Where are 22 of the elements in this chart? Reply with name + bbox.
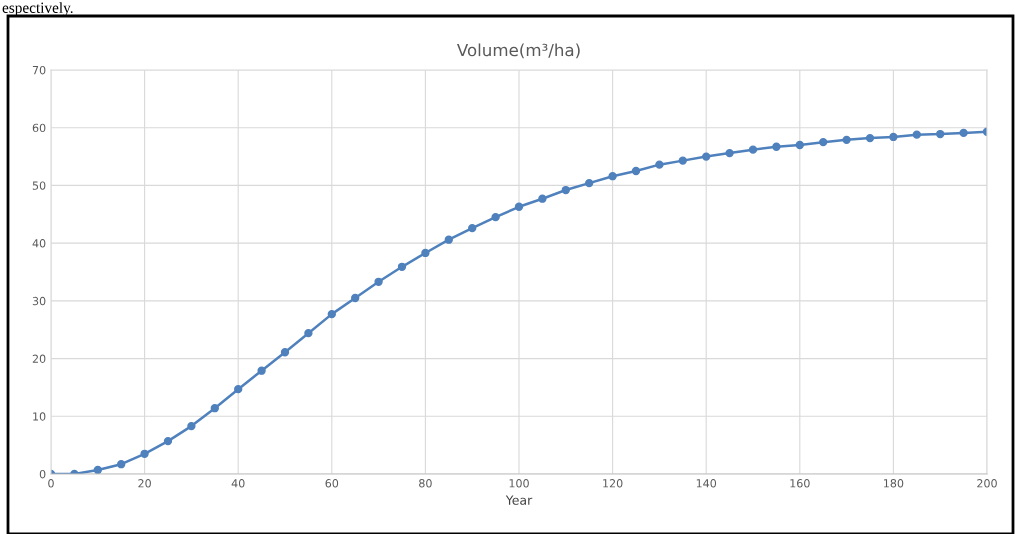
x-tick-label: 160 bbox=[790, 479, 810, 488]
x-tick-label: 20 bbox=[138, 479, 151, 488]
x-tick-label: 100 bbox=[509, 479, 529, 488]
y-tick-label: 10 bbox=[33, 412, 46, 421]
x-tick-label: 140 bbox=[696, 479, 717, 488]
y-tick-label: 40 bbox=[32, 239, 46, 248]
x-tick-label: 180 bbox=[884, 479, 904, 488]
y-tick-label: 50 bbox=[32, 181, 46, 190]
x-tick-label: 40 bbox=[231, 479, 245, 488]
y-tick-label: 60 bbox=[32, 123, 46, 133]
x-tick-label: 0 bbox=[48, 479, 54, 488]
x-tick-label: 200 bbox=[977, 479, 997, 488]
y-tick-label: 70 bbox=[32, 65, 46, 75]
x-axis-title: Year bbox=[505, 495, 533, 505]
y-tick-label: 30 bbox=[32, 296, 46, 306]
chart-title: Volume(m³/ha) bbox=[456, 43, 580, 59]
text: espectively. bbox=[2, 2, 73, 17]
x-tick-label: 80 bbox=[419, 479, 432, 488]
y-tick-label: 0 bbox=[39, 469, 46, 479]
x-tick-label: 120 bbox=[603, 479, 623, 488]
y-tick-label: 20 bbox=[32, 354, 46, 363]
x-tick-label: 60 bbox=[325, 479, 339, 488]
